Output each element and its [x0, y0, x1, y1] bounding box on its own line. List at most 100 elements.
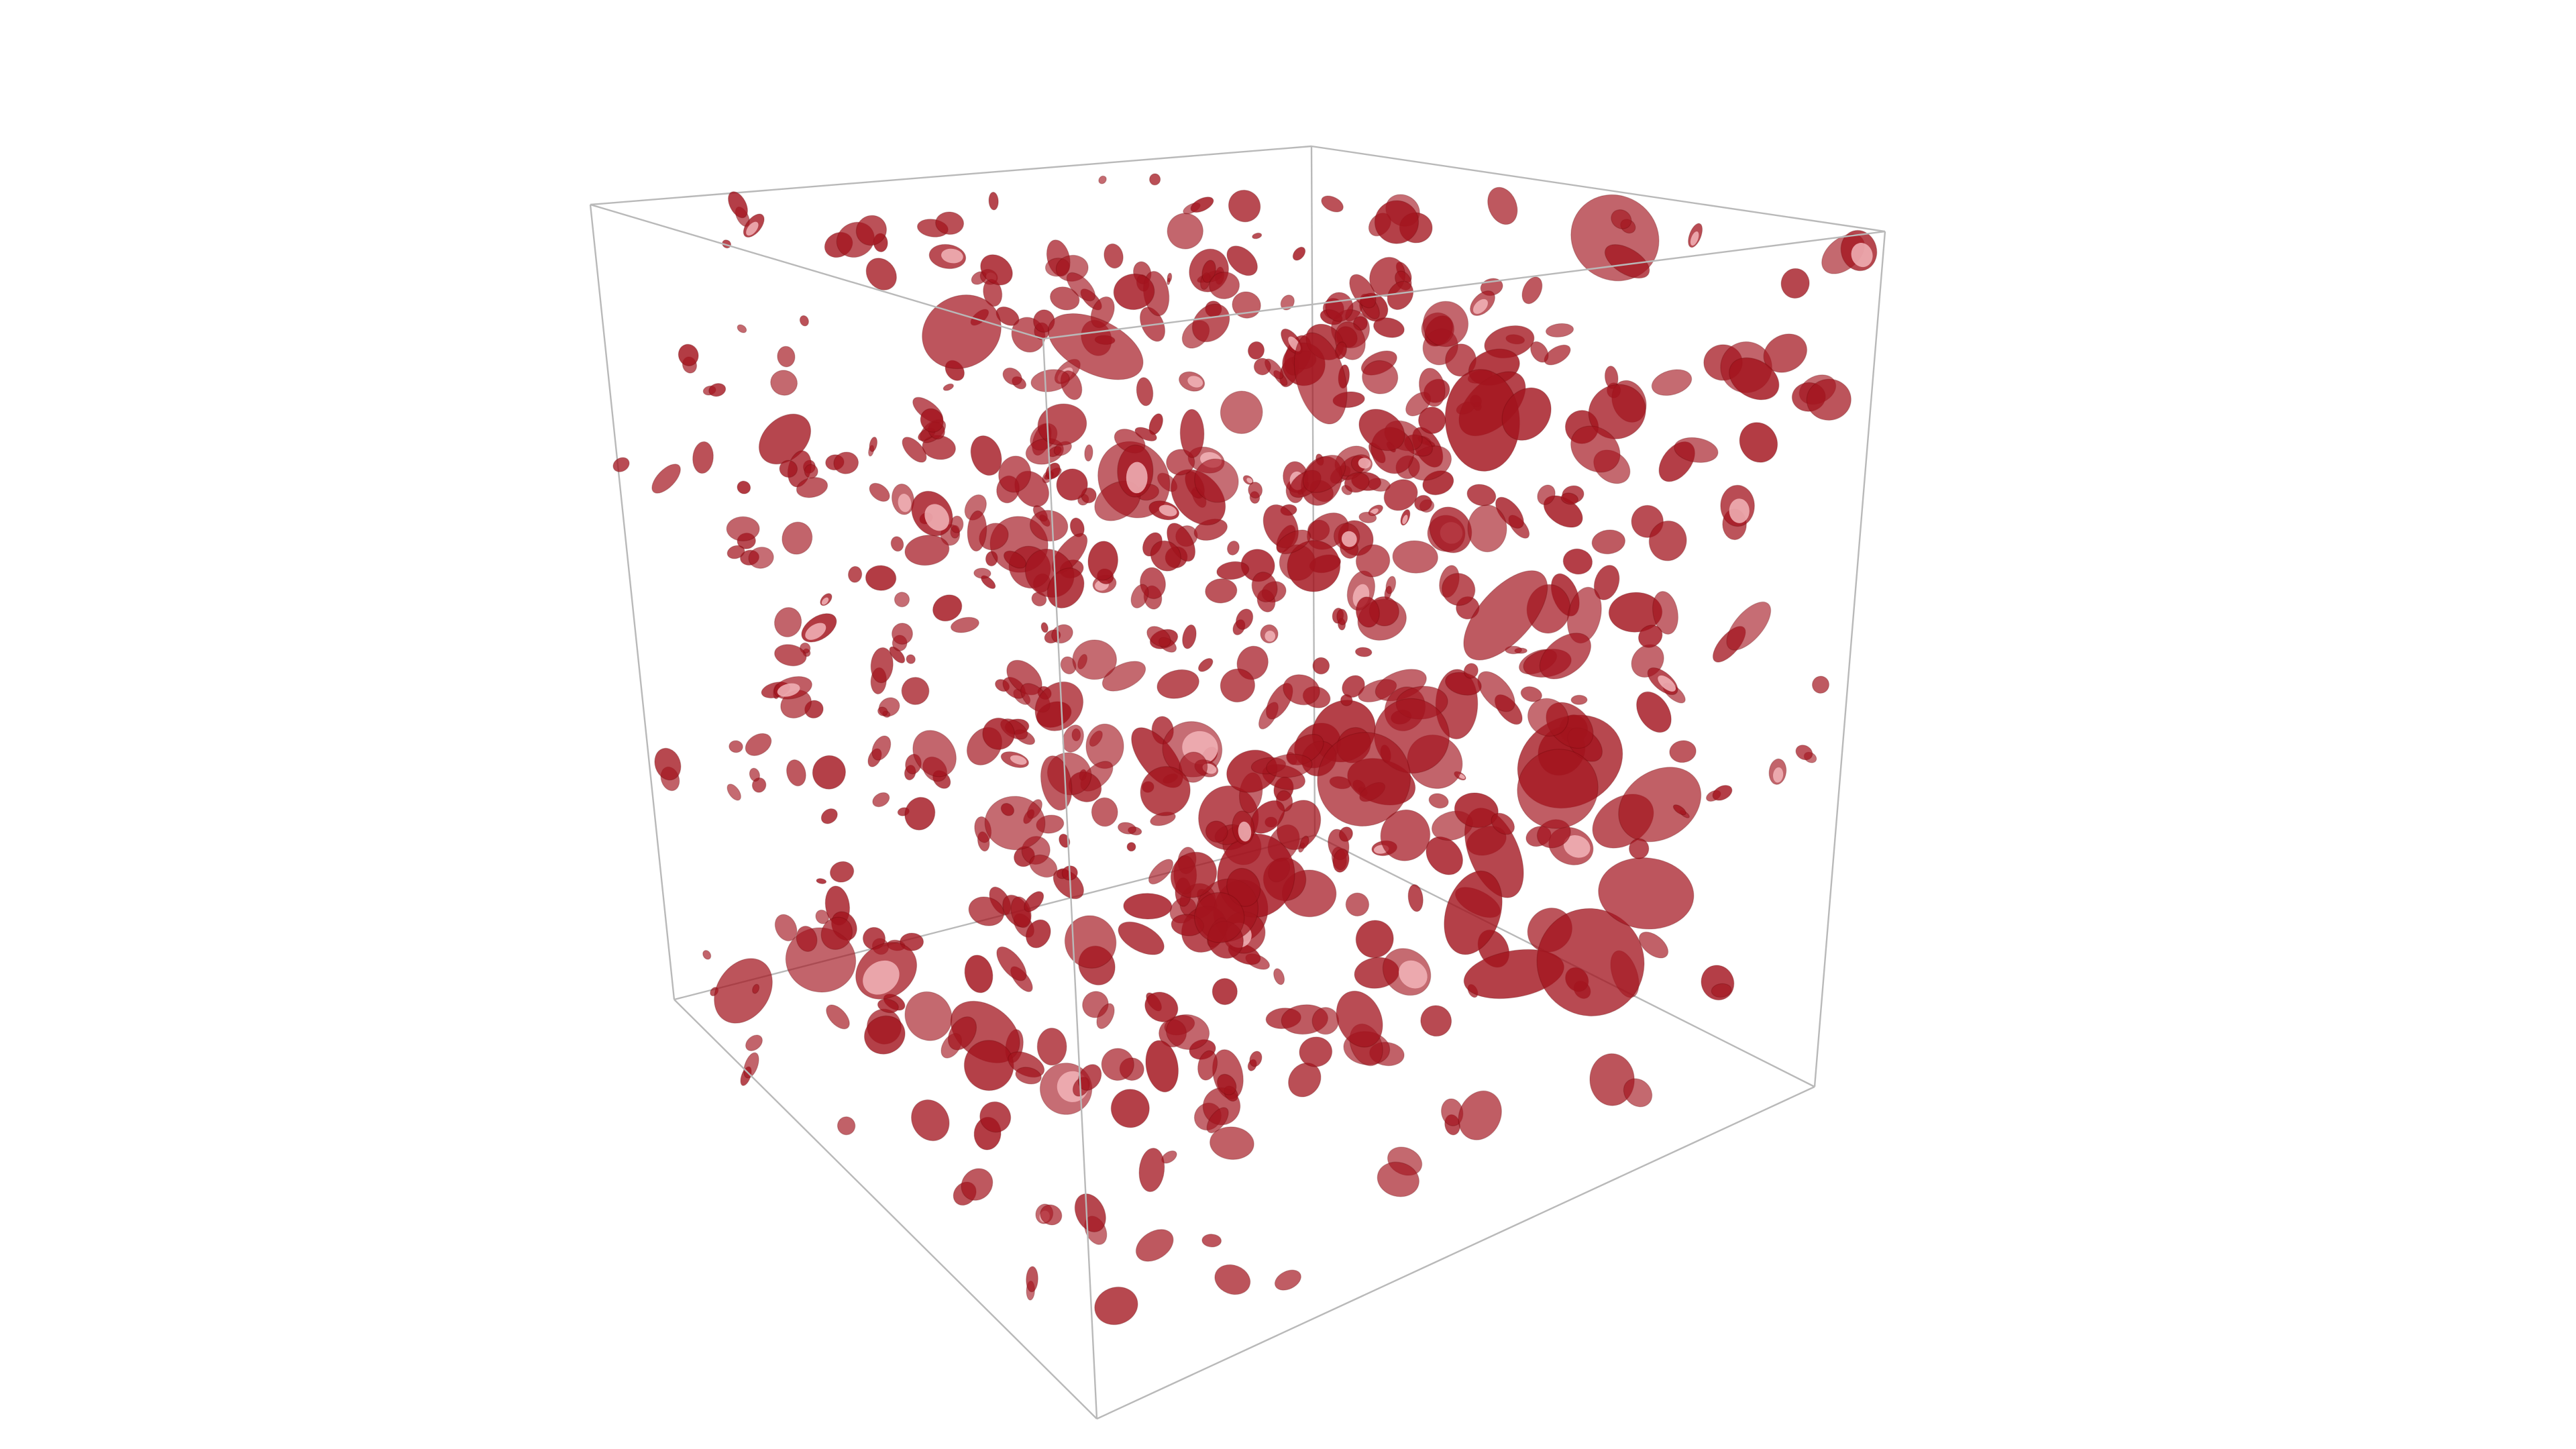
blob-body — [961, 1168, 994, 1201]
blob — [612, 457, 630, 472]
blob — [751, 777, 767, 793]
blob-body — [1467, 504, 1507, 553]
blob-body — [1130, 584, 1149, 608]
blob-body — [1134, 427, 1157, 441]
blob-body — [1392, 540, 1438, 574]
blob-body — [1167, 272, 1173, 282]
blob-body — [904, 991, 953, 1041]
blob — [1383, 479, 1418, 511]
blob-body — [1206, 1107, 1229, 1134]
blob-cut-face — [1358, 458, 1371, 469]
blob-body — [1355, 920, 1394, 959]
blob-body — [1179, 751, 1208, 783]
blob — [702, 382, 727, 397]
blob — [1299, 1036, 1333, 1067]
blob-body — [1170, 851, 1218, 898]
blob-body — [1101, 1048, 1134, 1081]
blob-cut-face — [1341, 531, 1357, 547]
cube-front-edges — [590, 203, 1886, 1420]
blob-body — [1056, 468, 1088, 501]
blob-body — [932, 594, 963, 622]
blob-body — [1623, 1078, 1653, 1108]
blob — [728, 191, 750, 227]
cube-edge-CG — [1813, 231, 1886, 1087]
blob-body — [982, 717, 1015, 750]
blob-body — [912, 730, 957, 777]
blob-body — [872, 792, 890, 808]
blob — [1521, 276, 1543, 305]
blob — [1091, 797, 1118, 827]
blob — [911, 1099, 950, 1142]
blob-body — [1077, 1064, 1102, 1091]
blob-body — [1066, 272, 1096, 302]
blob — [820, 593, 833, 606]
blob-body — [1209, 271, 1240, 300]
blob-body — [870, 647, 894, 684]
blob-body — [702, 950, 712, 960]
blob-body — [1591, 529, 1626, 555]
blob — [1420, 1005, 1452, 1037]
blob-body — [1144, 991, 1179, 1022]
blob — [1317, 732, 1411, 827]
blob-body — [1628, 838, 1650, 859]
blob-body — [973, 568, 991, 579]
blob — [1252, 232, 1263, 239]
blob — [973, 568, 991, 579]
blob-body — [774, 914, 798, 942]
blob — [1593, 565, 1620, 600]
blob — [1701, 965, 1735, 1001]
blob-body — [1527, 698, 1569, 737]
blob — [1074, 1193, 1108, 1245]
blob-body — [1098, 175, 1107, 184]
blob — [1248, 482, 1263, 504]
blob — [1428, 793, 1449, 809]
blob — [761, 676, 812, 700]
blob-body — [1672, 804, 1686, 816]
blob-body — [1025, 919, 1051, 949]
blob — [1426, 836, 1463, 875]
blob — [1220, 668, 1256, 703]
blob — [1570, 694, 1588, 705]
blob — [1064, 915, 1117, 985]
blob-cut-face — [1238, 821, 1252, 842]
blob-body — [714, 958, 773, 1024]
blob-body — [855, 215, 888, 246]
blob — [865, 565, 897, 591]
blob-body — [1463, 570, 1548, 661]
blob-body — [1167, 213, 1203, 250]
blob — [1470, 290, 1495, 316]
blob-body — [1652, 591, 1678, 635]
blob — [1604, 244, 1650, 279]
blob — [1130, 584, 1149, 608]
blob-body — [1726, 601, 1772, 651]
blob-body — [998, 455, 1032, 493]
blob — [1537, 484, 1556, 505]
blob — [1729, 357, 1780, 400]
blob — [1273, 968, 1285, 985]
blob-body — [1712, 785, 1733, 801]
blob — [737, 480, 751, 494]
blob-body — [1251, 572, 1278, 602]
blob — [1458, 1090, 1502, 1140]
blob — [1183, 197, 1214, 215]
blob-cut-face — [941, 248, 963, 264]
blob-body — [902, 437, 927, 463]
blob-body — [1273, 968, 1285, 985]
blob-body — [1197, 1050, 1218, 1081]
blob-cut-face — [1265, 631, 1276, 642]
blob-body — [1166, 449, 1195, 476]
blob — [1463, 570, 1548, 661]
blob-body — [1317, 732, 1411, 827]
blob-body — [692, 441, 714, 474]
blob — [1135, 1229, 1174, 1262]
blob-cut-face — [1658, 675, 1676, 692]
blob-body — [1444, 870, 1503, 955]
blob-body — [1145, 1040, 1179, 1093]
blob-body — [869, 482, 890, 502]
blob — [1276, 529, 1311, 555]
blob — [979, 1101, 1012, 1133]
blob-body — [1491, 812, 1515, 835]
blob — [964, 955, 994, 994]
